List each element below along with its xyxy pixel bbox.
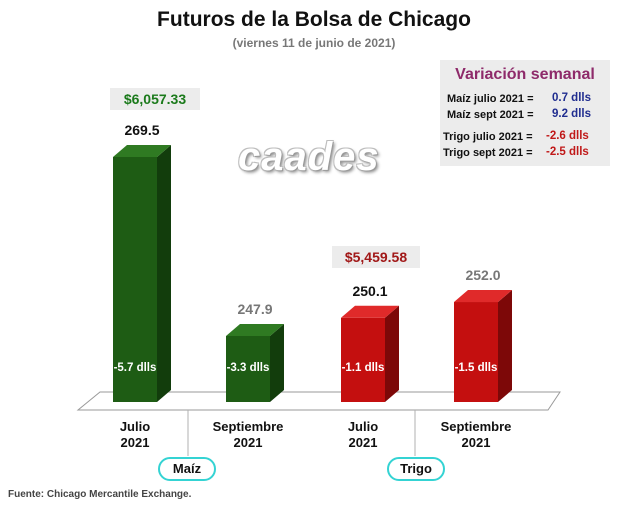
chart-floor [76,391,561,411]
category-tick-label: 2021 [121,435,150,450]
price-box-trigo: $5,459.58 [332,246,420,268]
legend-row-label: Maíz sept 2021 = [447,109,534,121]
weekly-variation-title: Variación semanal [455,66,595,83]
category-tick-label: Julio [120,419,150,434]
bar-side [270,324,284,402]
group-label-trigo: Trigo [387,457,445,481]
bar-top [454,290,512,303]
legend-row-value: 9.2 dlls [552,108,591,120]
chart-subtitle: (viernes 11 de junio de 2021) [232,36,396,50]
category-tick-label: 2021 [234,435,263,450]
category-tick-label: Septiembre [441,419,512,434]
category-tick-label: 2021 [462,435,491,450]
bar-inner-label: -5.7 dlls [114,362,157,374]
bar [113,157,157,402]
bar-side [385,305,399,402]
bar [341,317,385,402]
legend-row-value: -2.5 dlls [546,146,589,158]
bar-inner-label: -1.1 dlls [342,362,385,374]
bar-side [498,290,512,402]
legend-row-value: 0.7 dlls [552,92,591,104]
bar-value-label: 252.0 [465,267,500,283]
bar-value-label: 269.5 [124,122,159,138]
category-tick-label: 2021 [349,435,378,450]
legend-row-value: -2.6 dlls [546,130,589,142]
weekly-variation-panel [440,60,610,166]
legend-row-label: Trigo sept 2021 = [443,147,533,159]
bar-value-label: 250.1 [352,283,387,299]
caades-watermark: caades [238,135,380,179]
bar [226,336,270,402]
category-tick-label: Julio [348,419,378,434]
bar-top [113,145,171,157]
bar-top [226,324,284,336]
chart-title: Futuros de la Bolsa de Chicago [157,8,471,31]
group-label-maiz: Maíz [158,457,216,481]
bar-side [157,145,171,402]
legend-row-label: Maíz julio 2021 = [447,93,534,105]
source-note: Fuente: Chicago Mercantile Exchange. [8,489,192,500]
legend-row-label: Trigo julio 2021 = [443,131,533,143]
category-tick-label: Septiembre [213,419,284,434]
bar-top [341,305,399,318]
bar [454,302,498,402]
bar-value-label: 247.9 [237,301,272,317]
bar-inner-label: -3.3 dlls [227,362,270,374]
price-box-maiz: $6,057.33 [110,88,200,110]
bar-inner-label: -1.5 dlls [455,362,498,374]
